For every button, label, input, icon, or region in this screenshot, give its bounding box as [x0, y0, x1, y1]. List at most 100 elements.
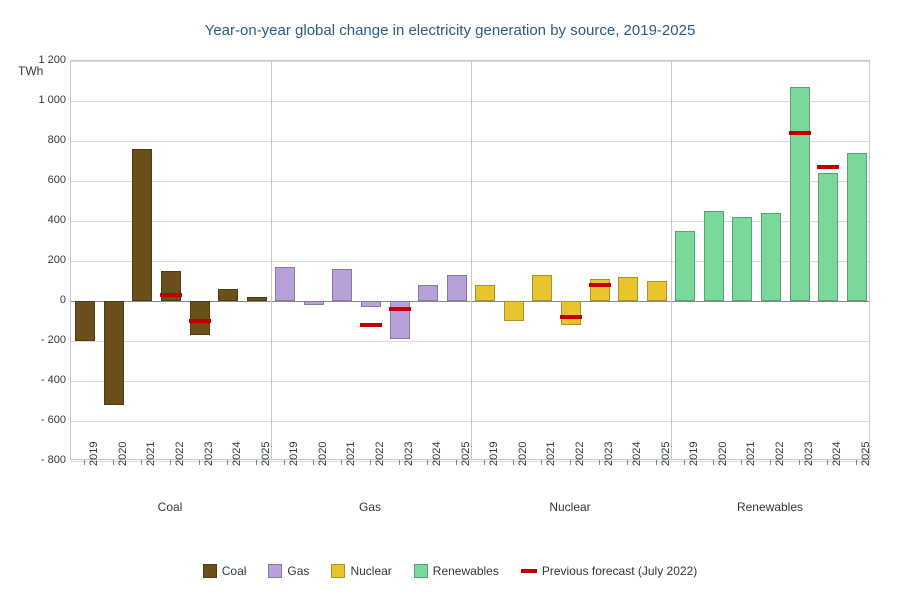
year-label: 2022	[774, 442, 786, 466]
group-separator	[671, 61, 672, 459]
coal-swatch-icon	[203, 564, 217, 578]
x-tick	[399, 460, 400, 465]
bar	[247, 297, 267, 301]
bar	[332, 269, 352, 301]
grid-line	[71, 141, 869, 142]
bar	[790, 87, 810, 301]
bar	[361, 301, 381, 307]
x-tick	[141, 460, 142, 465]
bar	[104, 301, 124, 405]
y-tick-label: - 400	[16, 374, 66, 386]
bar	[75, 301, 95, 341]
legend-item-nuclear: Nuclear	[331, 564, 391, 578]
x-tick	[227, 460, 228, 465]
bar	[218, 289, 238, 301]
x-tick	[113, 460, 114, 465]
nuclear-swatch-icon	[331, 564, 345, 578]
year-label: 2019	[88, 442, 100, 466]
bar	[190, 301, 210, 335]
year-label: 2021	[745, 442, 757, 466]
year-label: 2025	[260, 442, 272, 466]
legend-label: Previous forecast (July 2022)	[542, 564, 697, 578]
x-tick	[713, 460, 714, 465]
year-label: 2023	[203, 442, 215, 466]
x-tick	[199, 460, 200, 465]
y-tick-label: 800	[16, 134, 66, 146]
year-label: 2020	[317, 442, 329, 466]
forecast-marker	[360, 323, 382, 327]
x-tick	[341, 460, 342, 465]
x-tick	[570, 460, 571, 465]
x-tick	[599, 460, 600, 465]
year-label: 2024	[631, 442, 643, 466]
bar	[704, 211, 724, 301]
x-tick	[513, 460, 514, 465]
legend-item-coal: Coal	[203, 564, 247, 578]
x-tick	[684, 460, 685, 465]
y-tick-label: 1 200	[16, 54, 66, 66]
x-tick	[427, 460, 428, 465]
year-label: 2025	[660, 442, 672, 466]
grid-line	[71, 381, 869, 382]
forecast-marker	[589, 283, 611, 287]
grid-line	[71, 61, 869, 62]
group-label: Renewables	[670, 500, 870, 514]
legend-label: Renewables	[433, 564, 499, 578]
grid-line	[71, 101, 869, 102]
x-tick	[370, 460, 371, 465]
year-label: 2021	[345, 442, 357, 466]
bar	[618, 277, 638, 301]
x-tick	[170, 460, 171, 465]
y-tick-label: 400	[16, 214, 66, 226]
year-label: 2022	[574, 442, 586, 466]
chart-title: Year-on-year global change in electricit…	[0, 22, 900, 39]
year-label: 2024	[431, 442, 443, 466]
plot-area	[70, 60, 870, 460]
bar	[561, 301, 581, 325]
year-label: 2022	[174, 442, 186, 466]
bar	[732, 217, 752, 301]
y-tick-label: 600	[16, 174, 66, 186]
gas-swatch-icon	[268, 564, 282, 578]
bar	[475, 285, 495, 301]
year-label: 2024	[831, 442, 843, 466]
year-label: 2023	[803, 442, 815, 466]
forecast-marker	[389, 307, 411, 311]
bar	[447, 275, 467, 301]
grid-line	[71, 341, 869, 342]
y-tick-label: 1 000	[16, 94, 66, 106]
year-label: 2023	[603, 442, 615, 466]
bar	[818, 173, 838, 301]
x-tick	[484, 460, 485, 465]
legend-item-forecast: Previous forecast (July 2022)	[521, 564, 697, 578]
x-tick	[84, 460, 85, 465]
bar	[532, 275, 552, 301]
year-label: 2019	[688, 442, 700, 466]
x-tick	[770, 460, 771, 465]
forecast-marker	[817, 165, 839, 169]
y-tick-label: - 600	[16, 414, 66, 426]
year-label: 2020	[117, 442, 129, 466]
group-separator	[271, 61, 272, 459]
y-tick-label: 200	[16, 254, 66, 266]
legend: Coal Gas Nuclear Renewables Previous for…	[0, 564, 900, 578]
year-label: 2019	[488, 442, 500, 466]
x-tick	[627, 460, 628, 465]
x-tick	[256, 460, 257, 465]
bar	[132, 149, 152, 301]
chart-container: Year-on-year global change in electricit…	[0, 0, 900, 600]
forecast-marker	[789, 131, 811, 135]
year-label: 2020	[517, 442, 529, 466]
year-label: 2025	[460, 442, 472, 466]
x-tick	[856, 460, 857, 465]
legend-item-gas: Gas	[268, 564, 309, 578]
legend-label: Coal	[222, 564, 247, 578]
year-label: 2022	[374, 442, 386, 466]
x-tick	[656, 460, 657, 465]
forecast-line-icon	[521, 569, 537, 573]
x-tick	[284, 460, 285, 465]
forecast-marker	[560, 315, 582, 319]
bar	[675, 231, 695, 301]
bar	[304, 301, 324, 305]
bar	[647, 281, 667, 301]
